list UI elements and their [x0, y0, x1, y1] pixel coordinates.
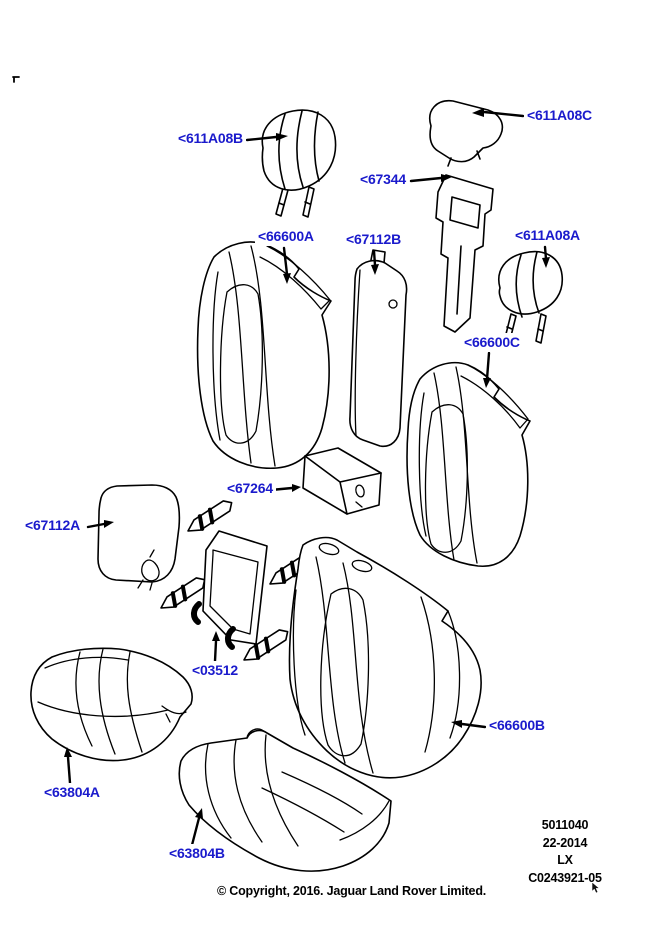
part-label-67112B[interactable]: <67112B: [343, 230, 405, 249]
headrest-cover-drawing-611A08C: [429, 100, 504, 167]
mouse-cursor-icon: [591, 881, 600, 894]
armrest-panel-drawing-67112B: [349, 249, 408, 448]
corner-mark: [12, 76, 20, 83]
callout-lines: [64, 108, 550, 847]
part-label-66600A[interactable]: <66600A: [255, 227, 317, 246]
part-label-67264[interactable]: <67264: [224, 479, 276, 498]
part-label-03512[interactable]: <03512: [189, 661, 241, 680]
seat-back-drawing-66600C: [406, 361, 531, 567]
seat-back-drawing-66600A: [196, 241, 332, 469]
headrest-drawing-611A08B: [261, 109, 337, 218]
copyright-text: © Copyright, 2016. Jaguar Land Rover Lim…: [217, 884, 487, 898]
model-code: LX: [557, 853, 573, 867]
revision-date: 22-2014: [542, 835, 588, 850]
cushion-drawing-63804A: [30, 647, 193, 762]
part-label-67344[interactable]: <67344: [357, 170, 409, 189]
drawing-info-block: 5011040 22-2014 LX C0243921-05: [503, 817, 627, 887]
headrest-drawing-611A08A: [498, 250, 564, 344]
part-label-611A08B[interactable]: <611A08B: [175, 129, 246, 148]
armrest-block-drawing-67264: [302, 447, 382, 515]
part-label-67112A[interactable]: <67112A: [22, 516, 84, 535]
part-label-66600C[interactable]: <66600C: [461, 333, 523, 352]
reference-code: C0243921-05: [528, 870, 602, 885]
part-label-63804A[interactable]: <63804A: [41, 783, 103, 802]
part-label-63804B[interactable]: <63804B: [166, 844, 228, 863]
hinge-frame-drawing-03512: [191, 530, 268, 650]
drawing-number: 5011040: [541, 818, 589, 832]
panel-drawing-67344: [435, 174, 494, 333]
part-label-611A08A[interactable]: <611A08A: [512, 226, 583, 245]
seat-back-drawing-66600B: [288, 536, 482, 779]
back-panel-drawing-67112A: [97, 484, 181, 591]
part-label-611A08C[interactable]: <611A08C: [524, 106, 595, 125]
cushion-drawing-63804B: [178, 728, 392, 872]
part-label-66600B[interactable]: <66600B: [486, 716, 548, 735]
